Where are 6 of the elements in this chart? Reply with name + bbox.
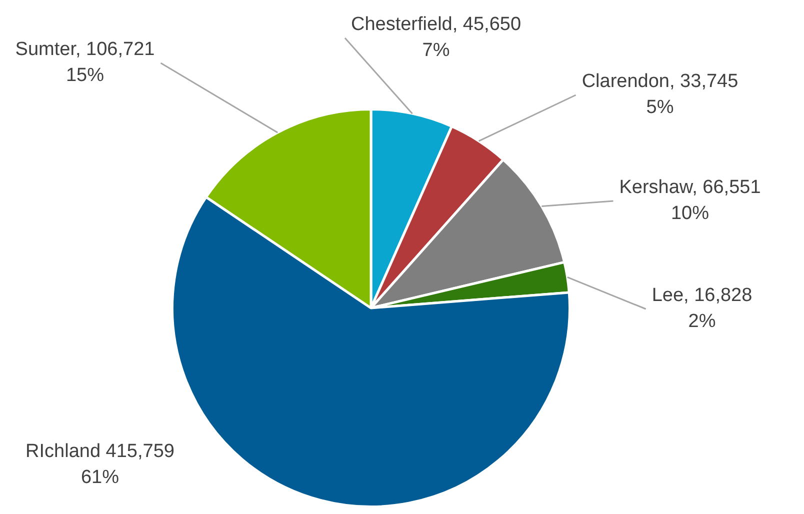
slice-label: RIchland 415,759 61% (26, 441, 174, 488)
slice-label: Lee, 16,828 2% (652, 285, 752, 332)
slice-label: Chesterfield, 45,650 7% (350, 14, 522, 62)
slice-label: Clarendon, 33,745 5% (582, 71, 738, 118)
slice-label: Sumter, 106,721 15% (15, 39, 155, 86)
slice-label: Kershaw, 66,551 10% (619, 177, 761, 224)
